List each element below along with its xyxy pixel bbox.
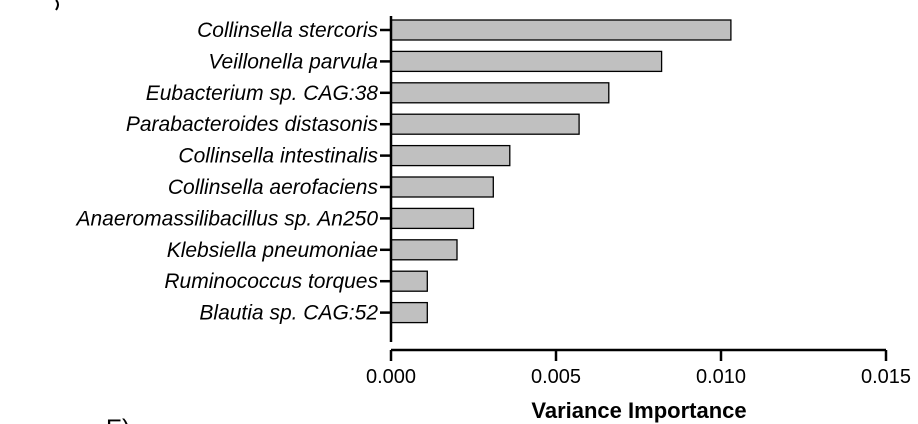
- y-tick-label: Eubacterium sp. CAG:38: [146, 82, 379, 105]
- bars-layer: [390, 19, 732, 324]
- bar: [390, 82, 610, 104]
- panel-label-e: E): [106, 415, 130, 424]
- x-axis: 0.000 0.005 0.010 0.015: [366, 348, 911, 388]
- y-tick-label: Collinsella intestinalis: [178, 145, 378, 168]
- top-panel-fragment: [55, 0, 59, 11]
- bar: [390, 19, 732, 41]
- bar: [390, 50, 663, 73]
- y-tick-label: Parabacteroides distasonis: [126, 113, 379, 136]
- x-tick-label: 0.005: [531, 366, 581, 388]
- y-axis: Collinsella stercoris Veillonella parvula…: [74, 16, 393, 342]
- y-tick-label: Ruminococcus torques: [164, 270, 378, 293]
- y-tick-label: Blautia sp. CAG:52: [199, 302, 378, 325]
- x-tick-label: 0.010: [696, 366, 746, 388]
- bar: [390, 144, 511, 167]
- y-tick-label: Collinsella aerofaciens: [168, 176, 379, 199]
- bar: [390, 113, 580, 135]
- bar: [390, 239, 458, 261]
- x-tick-label: 0.000: [366, 366, 416, 388]
- y-tick-label: Veillonella parvula: [208, 50, 378, 73]
- x-tick-label: 0.015: [861, 366, 911, 388]
- bar: [390, 207, 475, 230]
- y-tick-label: Anaeromassilibacillus sp. An250: [74, 207, 378, 230]
- bar: [390, 301, 428, 324]
- bar: [390, 270, 428, 292]
- y-tick-label: Klebsiella pneumoniae: [167, 239, 378, 262]
- x-axis-title: Variance Importance: [531, 398, 746, 423]
- bar: [390, 176, 494, 198]
- y-tick-label: Collinsella stercoris: [197, 19, 378, 42]
